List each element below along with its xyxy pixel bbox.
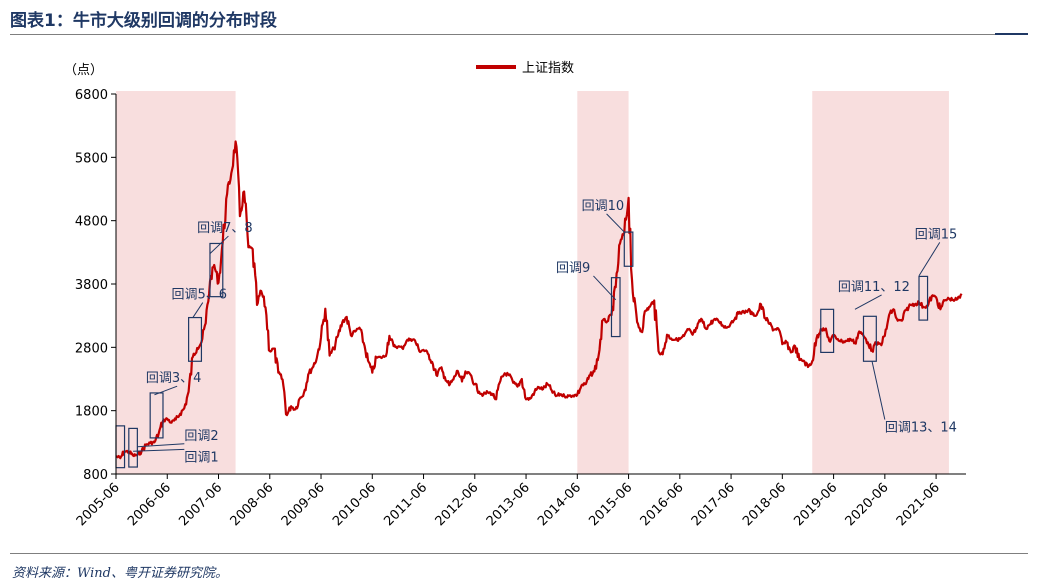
annotation-connector	[154, 385, 178, 396]
pullback-box	[209, 242, 224, 298]
x-tick-label: 2016-06	[638, 480, 687, 529]
annotation-label: 回调15	[915, 227, 958, 242]
x-tick-label: 2014-06	[535, 480, 584, 529]
pullback-box	[820, 308, 835, 354]
x-tick-label: 2009-06	[279, 480, 328, 529]
title-divider	[10, 34, 1028, 35]
x-tick-label: 2020-06	[843, 480, 892, 529]
annotation-label: 回调9	[556, 261, 590, 276]
x-tick-label: 2017-06	[689, 480, 738, 529]
annotation-label: 回调11、12	[838, 280, 910, 295]
source-note: 资料来源：Wind、粤开证券研究院。	[12, 566, 228, 581]
x-tick-label: 2015-06	[586, 480, 635, 529]
pullback-box	[610, 277, 621, 338]
y-tick-label: 2800	[75, 341, 108, 356]
annotation-label: 回调10	[582, 199, 625, 214]
pullback-box	[862, 315, 877, 362]
pullback-box	[188, 316, 203, 362]
annotation-label: 回调3、4	[146, 371, 202, 386]
x-tick-label: 2019-06	[791, 480, 840, 529]
x-tick-label: 2013-06	[484, 480, 533, 529]
shaded-period	[577, 91, 629, 474]
footer-divider	[10, 553, 1028, 554]
annotation-connector	[593, 275, 617, 301]
x-tick-label: 2018-06	[740, 480, 789, 529]
x-tick-label: 2006-06	[125, 480, 174, 529]
shaded-period	[812, 91, 949, 474]
x-tick-label: 2005-06	[74, 480, 123, 529]
pullback-box	[128, 427, 138, 468]
annotation-connector	[871, 361, 886, 420]
x-tick-label: 2021-06	[894, 480, 943, 529]
annotation-connector	[854, 294, 882, 310]
x-tick-label: 2007-06	[176, 480, 225, 529]
y-tick-label: 6800	[75, 88, 108, 103]
x-tick-label: 2011-06	[381, 480, 430, 529]
y-axis-unit: （点）	[64, 63, 103, 78]
title-divider-accent	[995, 33, 1028, 35]
annotation-connector	[918, 242, 941, 277]
annotation-label: 回调5、6	[172, 288, 228, 303]
annotation-label: 回调1	[184, 450, 218, 465]
annotation-label: 回调2	[184, 429, 218, 444]
annotation-connector	[192, 302, 204, 318]
annotation-label: 回调13、14	[885, 421, 957, 436]
y-tick-label: 5800	[75, 151, 108, 166]
pullback-box	[918, 275, 929, 321]
annotation-connector	[137, 443, 185, 448]
y-tick-label: 800	[83, 468, 108, 483]
legend-label: 上证指数	[522, 61, 574, 76]
pullback-box	[623, 231, 634, 267]
y-tick-label: 4800	[75, 215, 108, 230]
annotation-connector	[133, 448, 185, 452]
pullback-box	[149, 392, 164, 439]
annotation-connector	[606, 213, 625, 233]
x-tick-label: 2010-06	[330, 480, 379, 529]
x-tick-label: 2008-06	[228, 480, 277, 529]
annotation-label: 回调7、8	[197, 221, 253, 236]
y-tick-label: 3800	[75, 278, 108, 293]
shaded-period	[116, 91, 236, 474]
y-tick-label: 1800	[75, 405, 108, 420]
x-tick-label: 2012-06	[433, 480, 482, 529]
chart-title: 图表1：牛市大级别回调的分布时段	[10, 11, 277, 31]
annotation-connector	[209, 235, 229, 254]
